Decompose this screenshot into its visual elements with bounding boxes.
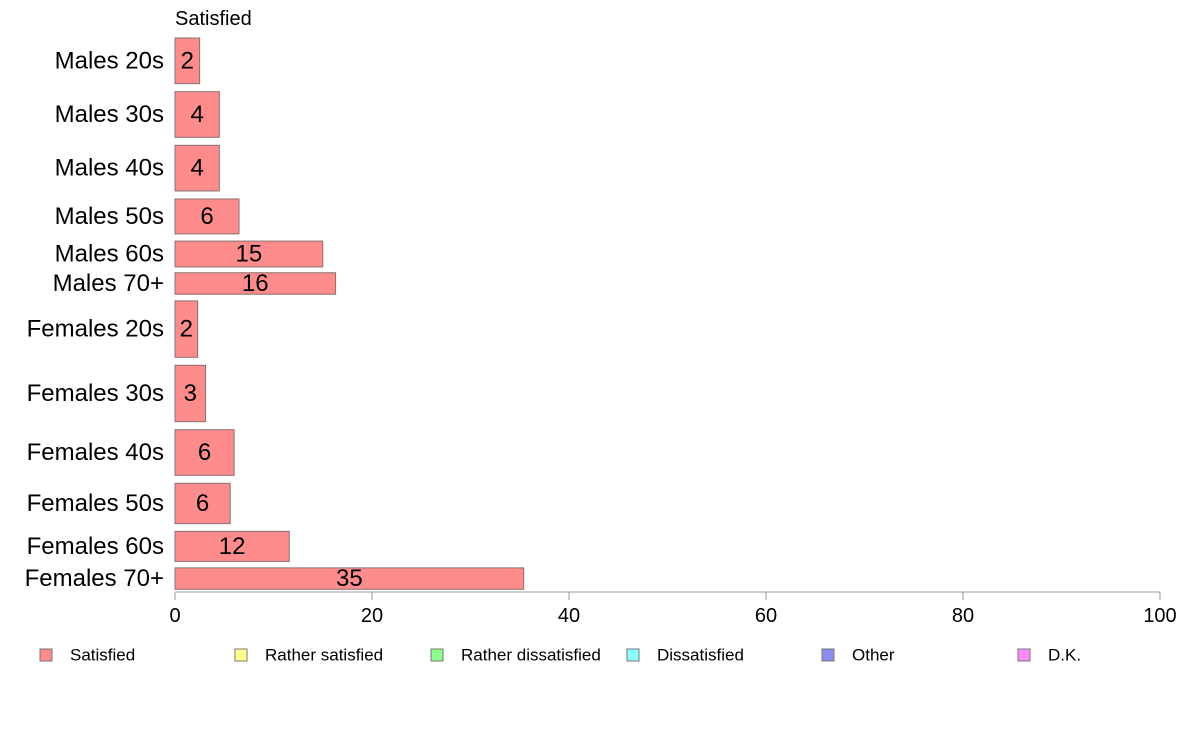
- bar: [174, 429, 235, 476]
- bar: [174, 37, 201, 85]
- bars-group: 2 4 4 6 15 16 2 3 6 6 12 35: [174, 37, 525, 592]
- bar: [174, 144, 220, 192]
- bar-value-label: 4: [190, 155, 203, 182]
- x-tick-label: 80: [952, 605, 974, 627]
- category-label: Males 70+: [53, 270, 164, 297]
- x-tick-label: 20: [361, 605, 383, 627]
- x-axis: 0 20 40 60 80 100: [169, 591, 1177, 627]
- bar-value-label: 6: [198, 439, 211, 466]
- bar-value-label: 16: [242, 270, 269, 297]
- legend-swatch: [430, 648, 444, 662]
- legend-swatch: [626, 648, 640, 662]
- category-labels: Males 20s Males 30s Males 40s Males 50s Male…: [25, 47, 164, 592]
- bar-value-label: 15: [236, 240, 263, 267]
- bar-value-label: 6: [196, 490, 209, 517]
- category-label: Males 50s: [55, 203, 164, 230]
- legend: Satisfied Rather satisfied Rather dissatis…: [39, 646, 1081, 665]
- bar-value-label: 4: [190, 101, 203, 128]
- bar: [174, 300, 199, 358]
- bar-value-label: 3: [184, 380, 197, 407]
- category-label: Males 40s: [55, 155, 164, 182]
- bar: [174, 198, 240, 235]
- bar: [174, 482, 231, 525]
- bar-value-label: 2: [180, 316, 193, 343]
- legend-label: D.K.: [1048, 646, 1081, 665]
- legend-swatch: [821, 648, 835, 662]
- category-label: Females 40s: [27, 439, 164, 466]
- bar: [174, 272, 337, 295]
- bar: [174, 530, 290, 562]
- legend-swatch: [39, 648, 53, 662]
- legend-label: Satisfied: [70, 646, 135, 665]
- bar: [174, 91, 220, 138]
- bar-value-label: 35: [336, 565, 363, 592]
- bar: [174, 567, 525, 590]
- x-tick-label: 100: [1143, 605, 1176, 627]
- bar-value-label: 2: [181, 47, 194, 74]
- x-tick-label: 40: [558, 605, 580, 627]
- x-tick-label: 0: [169, 605, 180, 627]
- bar-value-label: 12: [219, 533, 246, 560]
- x-tick-label: 60: [755, 605, 777, 627]
- legend-label: Rather dissatisfied: [461, 646, 601, 665]
- legend-swatch: [234, 648, 248, 662]
- bar-value-label: 6: [200, 203, 213, 230]
- category-label: Females 30s: [27, 380, 164, 407]
- category-label: Females 70+: [25, 565, 164, 592]
- category-label: Males 20s: [55, 47, 164, 74]
- series-title: Satisfied: [175, 8, 252, 30]
- legend-label: Other: [852, 646, 895, 665]
- bar: [174, 364, 207, 423]
- category-label: Females 20s: [27, 316, 164, 343]
- legend-label: Dissatisfied: [657, 646, 744, 665]
- category-label: Males 60s: [55, 240, 164, 267]
- category-label: Males 30s: [55, 101, 164, 128]
- category-label: Females 60s: [27, 533, 164, 560]
- category-label: Females 50s: [27, 490, 164, 517]
- legend-swatch: [1017, 648, 1031, 662]
- legend-label: Rather satisfied: [265, 646, 383, 665]
- bar: [174, 240, 324, 268]
